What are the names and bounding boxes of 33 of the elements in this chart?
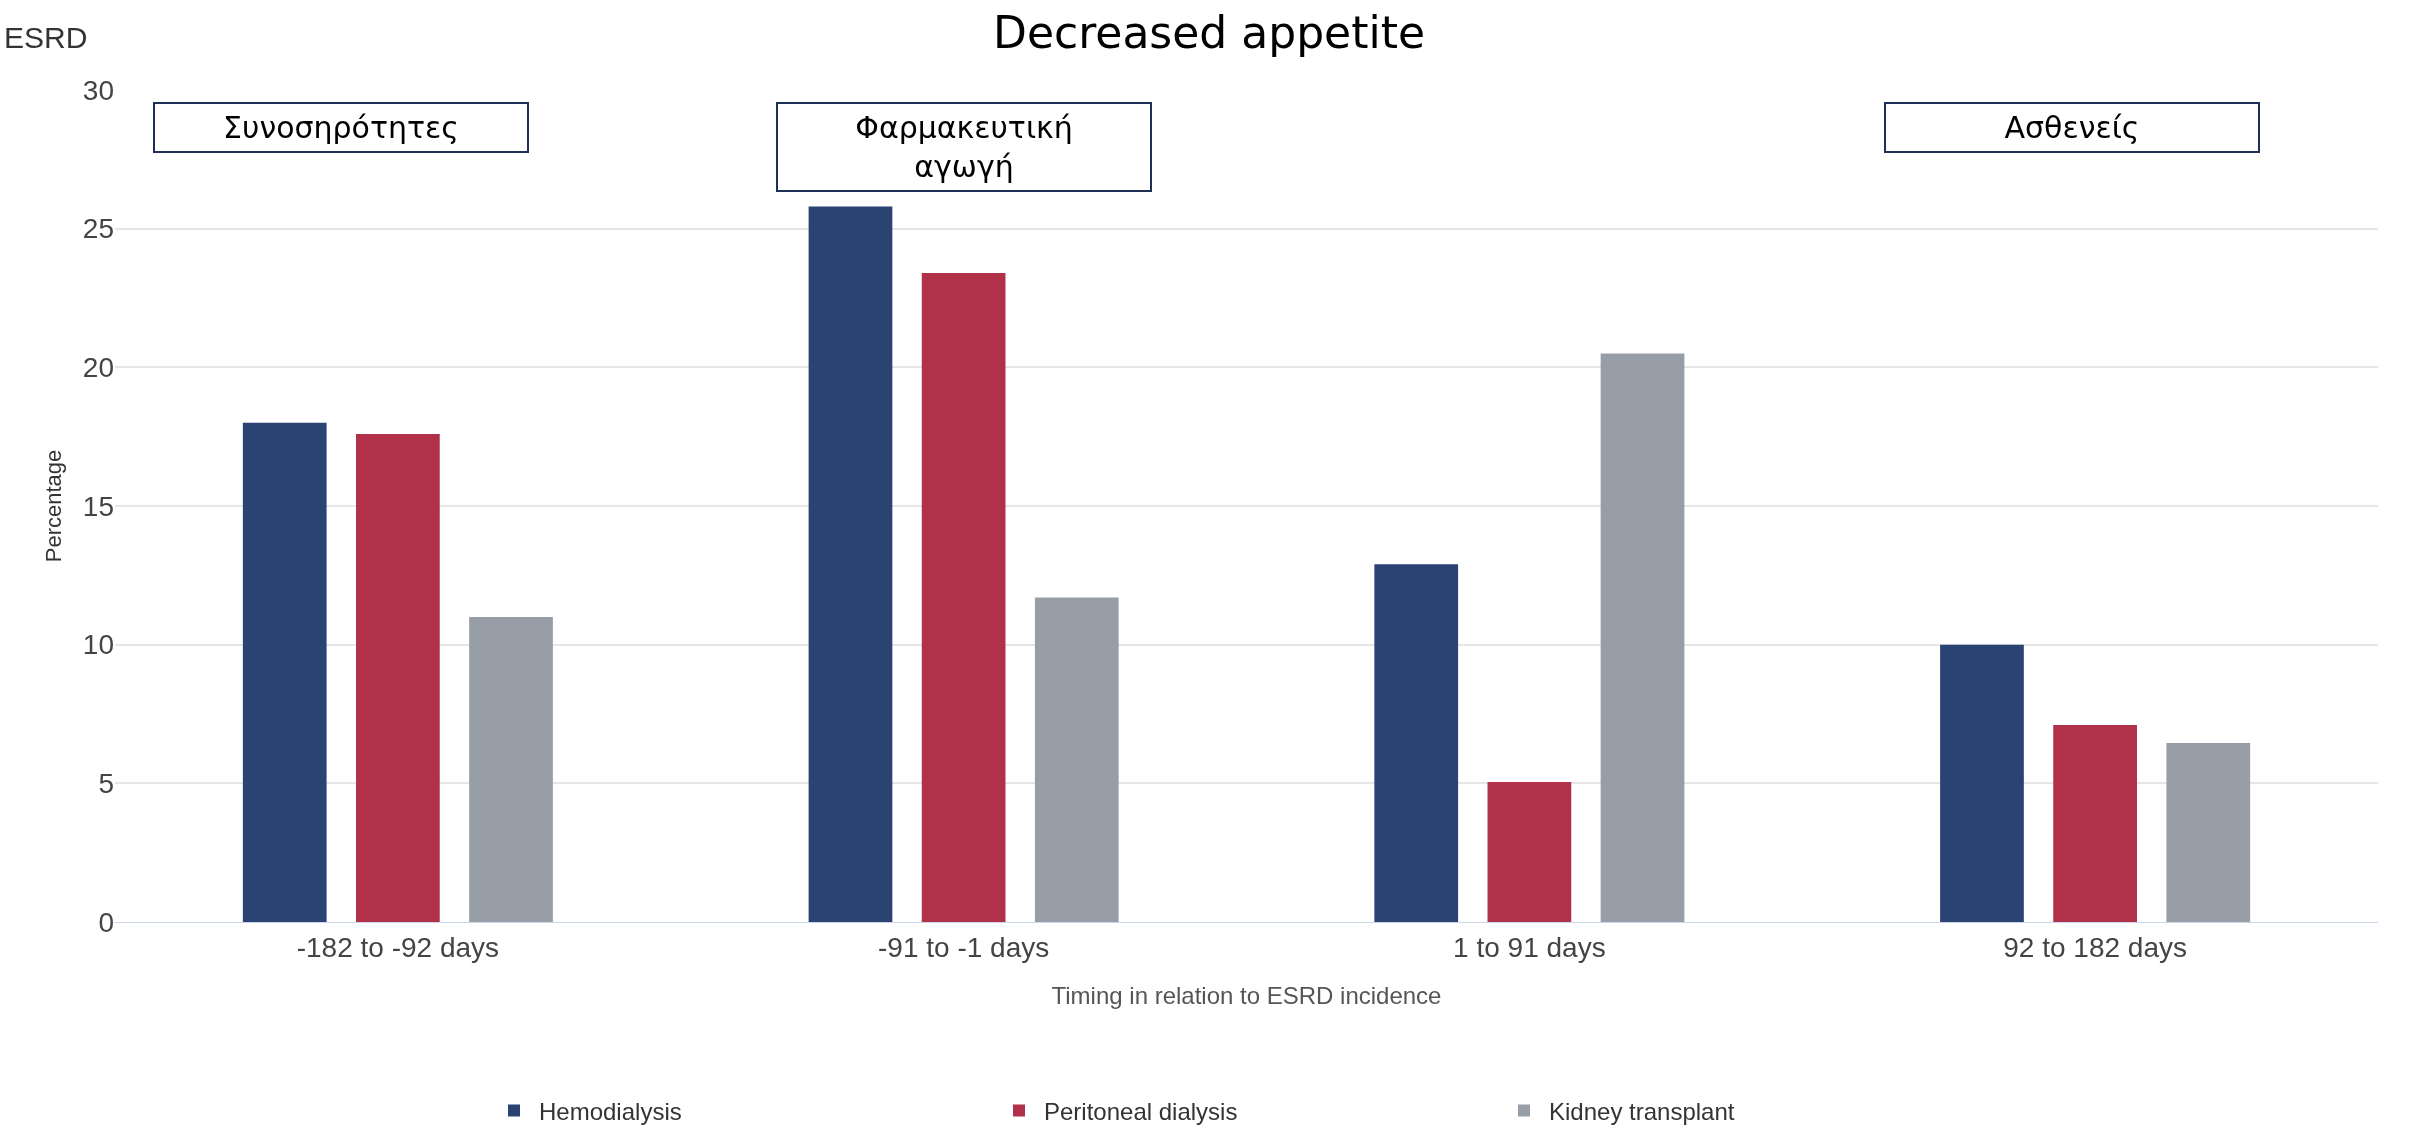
x-tick-label: -182 to -92 days <box>296 931 500 963</box>
bar <box>1374 564 1459 922</box>
y-tick-label: 30 <box>82 74 114 106</box>
bar <box>921 273 1006 922</box>
y-tick-label: 15 <box>82 490 114 522</box>
annotation: Συνοσηρότητες <box>223 110 459 145</box>
bar <box>808 206 893 922</box>
bar <box>356 433 440 922</box>
annotation: Φαρμακευτική αγωγή <box>855 110 1073 184</box>
annotation: Ασθενείς <box>2004 110 2140 145</box>
y-tick-label: 5 <box>98 768 114 800</box>
y-axis-title: Percentage <box>40 449 66 563</box>
chart-title: Decreased appetite <box>993 6 1425 58</box>
y-tick-label: 10 <box>82 629 114 661</box>
y-tick-label: 20 <box>82 352 114 384</box>
x-tick-label: 1 to 91 days <box>1453 931 1606 963</box>
legend-label: Kidney transplant <box>1549 1097 1735 1125</box>
bar <box>1034 597 1119 922</box>
bar <box>2053 725 2137 922</box>
legend-label: Peritoneal dialysis <box>1044 1097 1238 1125</box>
bar <box>242 422 327 922</box>
bar <box>1487 781 1572 922</box>
text: ESRD <box>4 21 88 54</box>
y-tick-label: 0 <box>98 906 114 938</box>
x-axis-title: Timing in relation to ESRD incidence <box>1051 981 1442 1009</box>
bar <box>1600 353 1685 922</box>
x-tick-label: 92 to 182 days <box>2003 931 2187 963</box>
bar <box>1940 644 2024 922</box>
bar <box>469 616 553 922</box>
y-tick-label: 25 <box>82 213 114 245</box>
x-tick-label: -91 to -1 days <box>878 931 1050 963</box>
legend-label: Hemodialysis <box>539 1097 682 1125</box>
bar <box>2166 743 2251 922</box>
